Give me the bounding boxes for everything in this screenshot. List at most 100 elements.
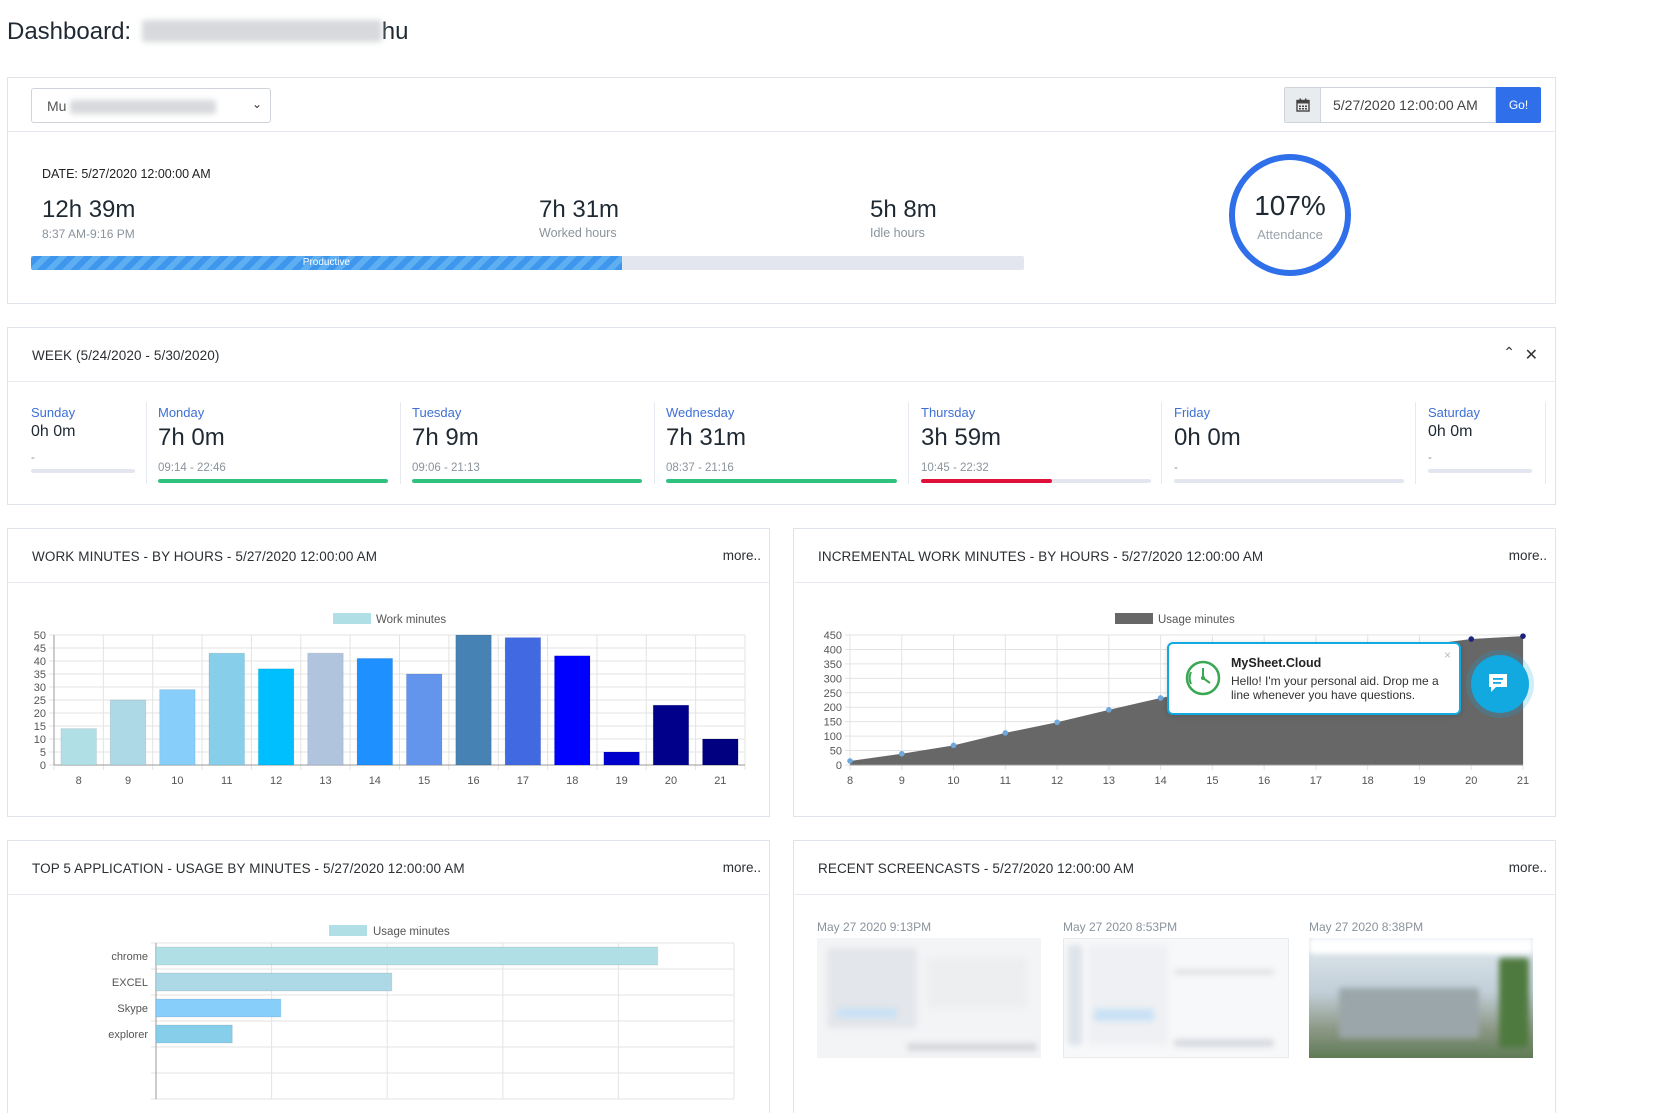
- legend-label: Usage minutes: [1158, 614, 1235, 626]
- chat-popup[interactable]: MySheet.Cloud Hello! I'm your personal a…: [1167, 642, 1461, 715]
- day-hours: 7h 0m: [158, 424, 225, 451]
- collapse-icon[interactable]: ⌃: [1503, 344, 1515, 360]
- productivity-bar: Productive: [31, 256, 1024, 270]
- x-tick-label: 11: [1000, 775, 1011, 787]
- productive-fill: Productive: [31, 256, 622, 270]
- x-tick-label: 10: [171, 775, 183, 787]
- bar: [155, 946, 659, 966]
- day-hours: 0h 0m: [1174, 424, 1241, 451]
- day-name: Wednesday: [666, 405, 735, 420]
- week-day[interactable]: Saturday 0h 0m -: [1428, 405, 1532, 485]
- y-tick-label: 450: [824, 630, 842, 642]
- screencast-time: May 27 2020 9:13PM: [817, 920, 932, 934]
- x-tick-label: 16: [467, 775, 479, 787]
- screencast-item[interactable]: May 27 2020 9:13PM: [817, 920, 1043, 1058]
- week-day[interactable]: Monday 7h 0m 09:14 - 22:46: [158, 405, 388, 485]
- clock-logo-icon: [1185, 660, 1221, 696]
- idle-hours-label: Idle hours: [870, 226, 925, 240]
- x-tick-label: 9: [125, 775, 131, 787]
- x-tick-label: 15: [1206, 775, 1218, 787]
- go-button[interactable]: Go!: [1496, 87, 1541, 123]
- incremental-more-link[interactable]: more..: [1508, 548, 1547, 563]
- chat-launcher-button[interactable]: [1471, 655, 1529, 713]
- x-tick-label: 21: [714, 775, 726, 787]
- legend-label: Work minutes: [376, 614, 446, 626]
- date-picker[interactable]: 5/27/2020 12:00:00 AM: [1284, 87, 1496, 123]
- week-day[interactable]: Friday 0h 0m -: [1174, 405, 1404, 485]
- screencast-thumbnail[interactable]: [1309, 938, 1533, 1058]
- bar: [307, 652, 344, 766]
- week-day[interactable]: Tuesday 7h 9m 09:06 - 21:13: [412, 405, 642, 485]
- work-minutes-more-link[interactable]: more..: [722, 548, 761, 563]
- day-name: Saturday: [1428, 405, 1481, 420]
- screencasts-card: RECENT SCREENCASTS - 5/27/2020 12:00:00 …: [793, 840, 1556, 1113]
- top-apps-header: TOP 5 APPLICATION - USAGE BY MINUTES - 5…: [8, 841, 769, 895]
- chevron-down-icon: ⌄: [251, 97, 262, 111]
- y-tick-label: explorer: [108, 1029, 148, 1041]
- x-tick-label: 15: [418, 775, 430, 787]
- y-tick-label: 0: [40, 760, 46, 772]
- day-separator: [400, 402, 401, 484]
- chat-close-icon[interactable]: ×: [1443, 648, 1451, 662]
- x-tick-label: 20: [665, 775, 677, 787]
- screencasts-title: RECENT SCREENCASTS - 5/27/2020 12:00:00 …: [818, 861, 1135, 876]
- y-tick-label: 45: [34, 643, 46, 655]
- week-title: WEEK (5/24/2020 - 5/30/2020): [32, 348, 220, 363]
- y-tick-label: Skype: [117, 1003, 148, 1015]
- day-hours: 7h 9m: [412, 424, 479, 451]
- x-tick-label: 14: [369, 775, 381, 787]
- day-progress-track: [1174, 479, 1404, 483]
- data-point: [1520, 633, 1526, 639]
- day-progress-track: [412, 479, 642, 483]
- week-day[interactable]: Thursday 3h 59m 10:45 - 22:32: [921, 405, 1151, 485]
- x-tick-label: 9: [899, 775, 905, 787]
- x-tick-label: 13: [319, 775, 331, 787]
- y-tick-label: 150: [824, 717, 842, 729]
- day-separator: [146, 402, 147, 484]
- top-apps-title: TOP 5 APPLICATION - USAGE BY MINUTES - 5…: [32, 861, 465, 876]
- screencast-thumbnail[interactable]: [1063, 938, 1289, 1058]
- y-tick-label: 50: [34, 630, 46, 642]
- date-input-value[interactable]: 5/27/2020 12:00:00 AM: [1333, 97, 1478, 113]
- legend-swatch: [333, 613, 371, 624]
- attendance-value: 107%: [1254, 190, 1326, 221]
- day-time-range: 09:14 - 22:46: [158, 462, 226, 474]
- bar: [109, 699, 147, 766]
- screencasts-more-link[interactable]: more..: [1508, 860, 1547, 875]
- close-icon[interactable]: ✕: [1524, 347, 1538, 364]
- bar: [155, 998, 282, 1018]
- bar: [60, 728, 97, 766]
- user-select[interactable]: Mu ⌄: [31, 88, 271, 123]
- y-tick-label: chrome: [111, 951, 148, 963]
- week-card: WEEK (5/24/2020 - 5/30/2020) ⌃ ✕ Sunday 0…: [7, 327, 1556, 505]
- screencast-thumbnail[interactable]: [817, 938, 1041, 1058]
- day-progress-track: [158, 479, 388, 483]
- screencast-item[interactable]: May 27 2020 8:38PM: [1309, 920, 1535, 1058]
- y-tick-label: 50: [830, 746, 842, 758]
- day-progress-track: [921, 479, 1151, 483]
- x-tick-label: 12: [1051, 775, 1063, 787]
- day-name: Sunday: [31, 405, 76, 420]
- legend-swatch: [329, 925, 367, 936]
- screencast-item[interactable]: May 27 2020 8:53PM: [1063, 920, 1289, 1058]
- y-tick-label: 35: [34, 669, 46, 681]
- x-tick-label: 12: [270, 775, 282, 787]
- x-tick-label: 13: [1103, 775, 1115, 787]
- calendar-button[interactable]: [1285, 88, 1321, 122]
- top-apps-more-link[interactable]: more..: [722, 860, 761, 875]
- chat-bubble-icon: [1489, 674, 1507, 692]
- y-tick-label: 25: [34, 695, 46, 707]
- day-progress-track: [31, 469, 135, 473]
- screencasts-header: RECENT SCREENCASTS - 5/27/2020 12:00:00 …: [794, 841, 1555, 895]
- week-day[interactable]: Wednesday 7h 31m 08:37 - 21:16: [666, 405, 897, 485]
- screencast-time: May 27 2020 8:53PM: [1063, 920, 1178, 934]
- y-tick-label: 400: [824, 644, 842, 656]
- bar: [702, 738, 739, 766]
- week-day[interactable]: Sunday 0h 0m -: [31, 405, 135, 485]
- day-separator: [908, 402, 909, 484]
- day-hours: 3h 59m: [921, 424, 1002, 451]
- y-tick-label: 5: [40, 747, 46, 759]
- data-point: [1468, 636, 1475, 642]
- day-progress-fill: [666, 479, 897, 483]
